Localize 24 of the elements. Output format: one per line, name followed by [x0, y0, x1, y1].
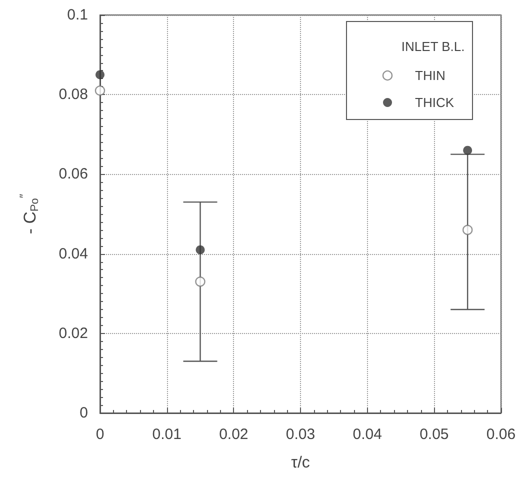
- legend-label: THIN: [415, 68, 446, 83]
- y-axis-title: - CPo″: [17, 193, 41, 234]
- x-tick-label: 0.04: [352, 426, 382, 443]
- point: [195, 276, 206, 287]
- x-tick-label: 0.02: [219, 426, 248, 443]
- x-tick-label: 0.03: [286, 426, 316, 443]
- y-tick-label: 0.08: [58, 86, 88, 104]
- point: [94, 86, 106, 96]
- x-tick-label: 0.01: [152, 426, 182, 443]
- x-tick-label: 0.06: [486, 426, 516, 443]
- point: [463, 146, 472, 155]
- x-tick-label: 0.05: [420, 426, 449, 443]
- point: [96, 70, 104, 80]
- y-tick-label: 0.04: [58, 245, 88, 262]
- y-tick-label: 0.02: [58, 324, 88, 342]
- y-tick-label: 0.06: [58, 166, 88, 183]
- y-tick-label: 0: [80, 404, 88, 422]
- x-tick-label: 0: [96, 426, 104, 443]
- x-axis-title: τ/c: [291, 454, 310, 472]
- legend-title: INLET B.L.: [401, 39, 465, 54]
- y-tick-label: 0.1: [67, 6, 88, 24]
- point: [196, 245, 205, 254]
- point: [462, 224, 473, 236]
- legend-label: THICK: [415, 95, 454, 110]
